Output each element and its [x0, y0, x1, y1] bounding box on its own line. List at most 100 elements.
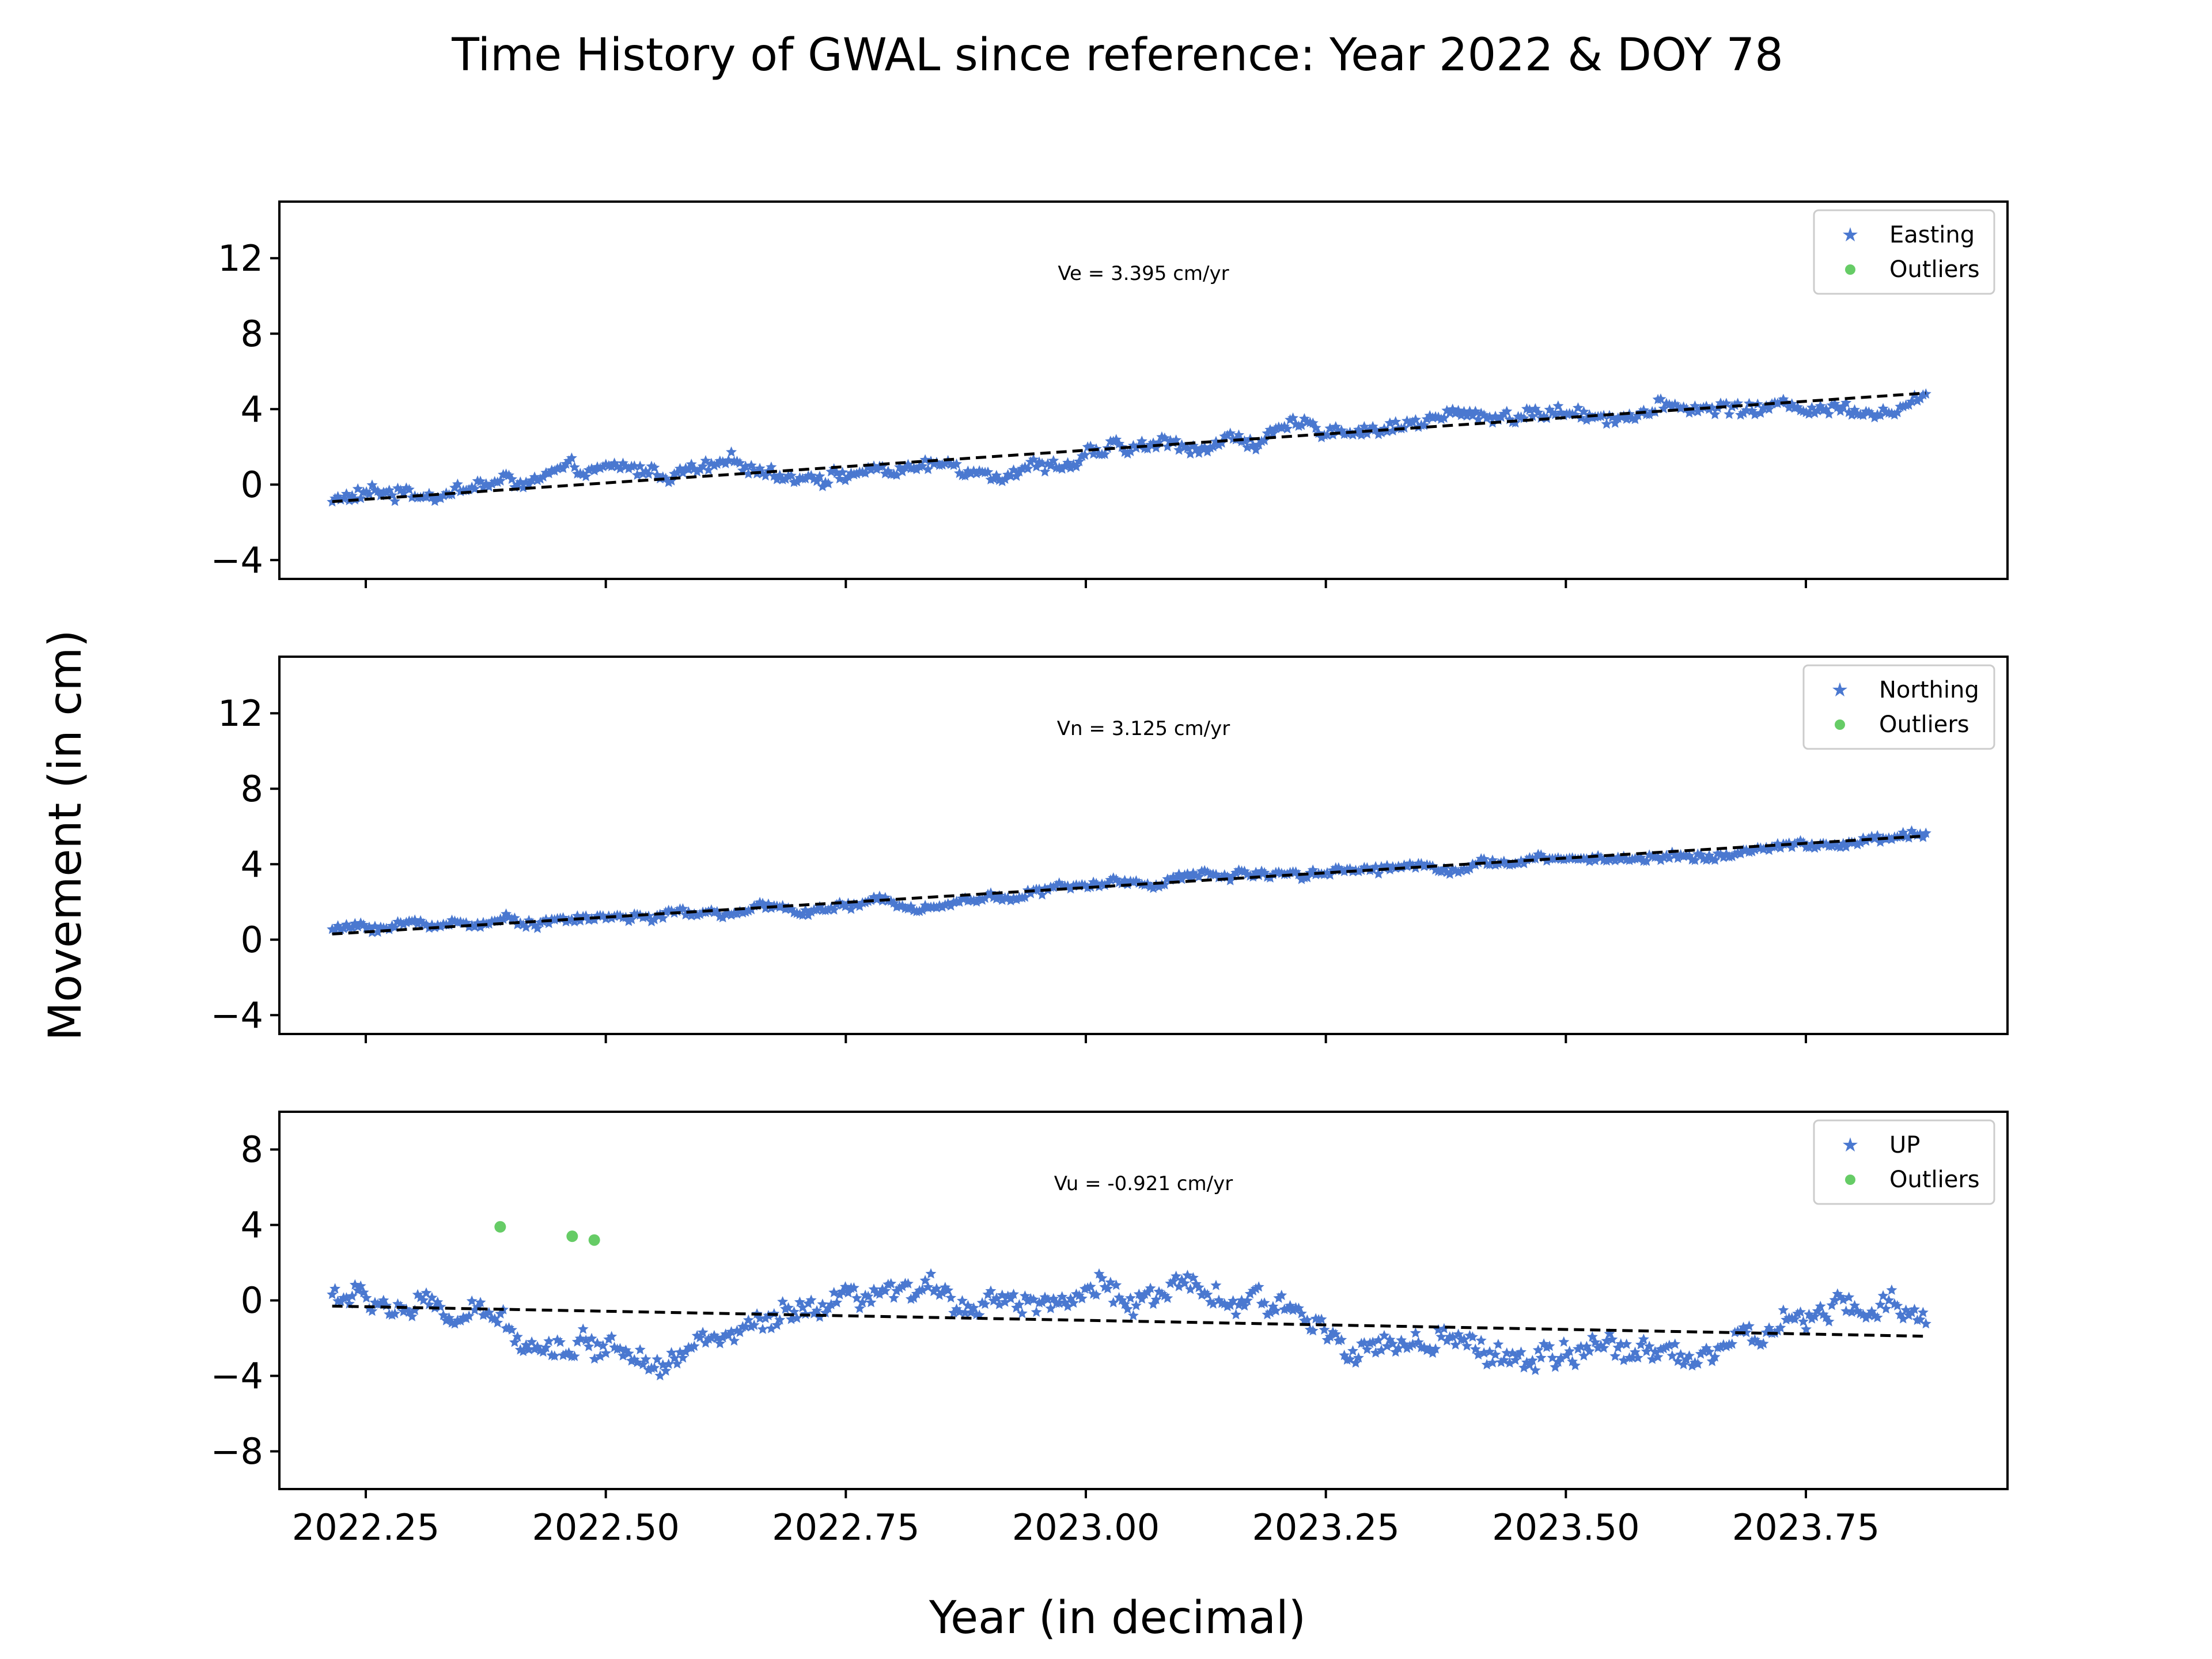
northing-point — [1812, 840, 1823, 851]
up-point — [714, 1338, 726, 1349]
northing-velocity-annotation: Vn = 3.125 cm/yr — [1057, 717, 1230, 740]
northing-point — [1726, 851, 1738, 862]
easting-point — [1187, 440, 1199, 451]
up-point — [346, 1290, 358, 1301]
up-point — [1036, 1296, 1048, 1307]
up-point — [1387, 1338, 1399, 1349]
up-point — [1125, 1292, 1136, 1303]
up-point — [1019, 1290, 1031, 1301]
easting-legend-label: Easting — [1889, 222, 1975, 248]
northing-point — [1513, 858, 1524, 869]
up-point — [840, 1281, 851, 1292]
up-point — [1726, 1338, 1738, 1349]
up-point — [1641, 1346, 1652, 1357]
up-point — [1535, 1352, 1547, 1363]
up-point — [609, 1342, 620, 1353]
up-point — [580, 1334, 592, 1345]
easting-point — [1025, 456, 1036, 467]
up-point — [1917, 1306, 1929, 1317]
northing-point — [1353, 865, 1364, 876]
up-point — [1909, 1304, 1920, 1315]
up-point — [1903, 1309, 1915, 1320]
northing-point — [845, 903, 857, 914]
easting-point — [948, 459, 960, 470]
up-point — [626, 1355, 637, 1366]
easting-point — [1464, 406, 1475, 416]
northing-legend-label: Northing — [1879, 677, 1979, 703]
northing-point — [1339, 866, 1350, 877]
easting-point — [1840, 397, 1852, 408]
easting-point — [1176, 439, 1188, 450]
northing-point — [800, 904, 811, 915]
northing-point — [1806, 838, 1817, 849]
up-point — [1609, 1350, 1621, 1361]
up-point — [586, 1332, 597, 1343]
easting-point — [1125, 445, 1136, 456]
northing-point — [823, 904, 834, 915]
easting-point — [1193, 447, 1205, 458]
up-point — [1122, 1303, 1133, 1314]
up-xtick-label: 2023.25 — [1252, 1506, 1399, 1548]
up-point — [1082, 1282, 1093, 1293]
easting-point — [597, 461, 609, 472]
up-point — [574, 1332, 586, 1343]
up-point — [1267, 1301, 1279, 1312]
up-point — [1669, 1338, 1681, 1349]
up-point — [1467, 1331, 1478, 1342]
up-point — [1199, 1287, 1210, 1298]
easting-ytick-label: 4 — [241, 388, 263, 430]
northing-legend-box — [1802, 664, 1995, 750]
up-point — [540, 1342, 552, 1353]
up-point — [1262, 1309, 1273, 1320]
up-point — [672, 1358, 683, 1369]
easting-point — [1501, 406, 1513, 416]
up-point — [1159, 1290, 1171, 1301]
northing-point — [1054, 877, 1065, 888]
easting-point — [1296, 419, 1307, 430]
easting-point — [666, 475, 677, 486]
easting-point — [1079, 449, 1090, 460]
up-point — [1102, 1283, 1113, 1294]
easting-point — [1427, 412, 1438, 423]
easting-point — [1088, 448, 1099, 459]
easting-ytick-label: −4 — [211, 539, 263, 581]
northing-point — [435, 921, 446, 931]
figure-title: Time History of GWAL since reference: Ye… — [451, 29, 1783, 81]
up-point — [991, 1292, 1002, 1303]
up-point — [1276, 1289, 1287, 1300]
up-point — [1059, 1297, 1071, 1308]
northing-point — [349, 918, 361, 929]
up-point — [1672, 1355, 1684, 1366]
northing-point — [1105, 874, 1116, 885]
up-point — [589, 1353, 600, 1364]
up-point — [423, 1298, 435, 1309]
northing-point — [1051, 880, 1062, 891]
easting-point — [1276, 422, 1287, 433]
up-point — [1096, 1272, 1108, 1283]
up-point — [1361, 1343, 1373, 1354]
easting-point — [1316, 431, 1327, 442]
easting-point — [871, 463, 882, 474]
up-point — [854, 1302, 865, 1313]
northing-point — [1453, 866, 1464, 877]
up-point — [817, 1298, 828, 1309]
easting-point — [1213, 439, 1225, 450]
easting-point — [880, 468, 891, 479]
up-point — [1450, 1339, 1461, 1350]
easting-point — [1763, 403, 1775, 414]
northing-point — [1641, 855, 1652, 866]
up-point — [1604, 1328, 1615, 1339]
easting-point — [1130, 442, 1142, 453]
up-point — [897, 1281, 908, 1291]
up-point — [1054, 1297, 1065, 1308]
easting-point — [1402, 415, 1413, 426]
northing-point — [1729, 849, 1741, 859]
northing-point — [1373, 868, 1384, 879]
up-point — [1210, 1279, 1222, 1290]
northing-ytick-label: 4 — [241, 843, 263, 885]
up-point — [1775, 1322, 1786, 1333]
up-outlier-point — [588, 1234, 600, 1246]
up-point — [1193, 1282, 1205, 1293]
easting-point — [1609, 417, 1621, 428]
